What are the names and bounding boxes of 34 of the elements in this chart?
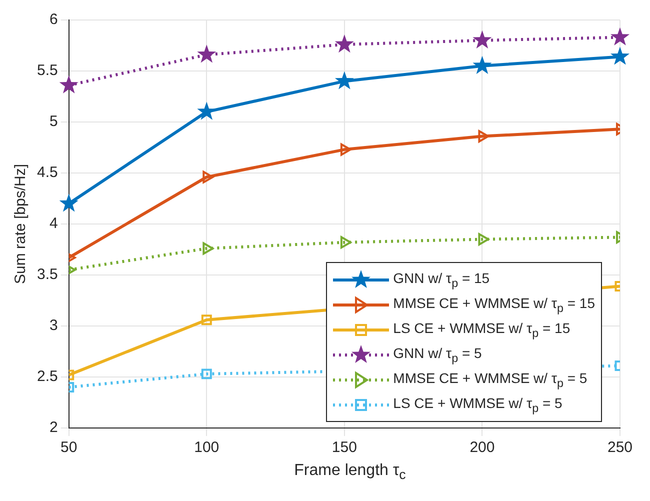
x-tick-label: 50: [60, 439, 78, 456]
point: [334, 34, 354, 53]
legend-label: GNN w/ τ$_{p}$ = 5: [393, 344, 482, 365]
legend-label: GNN w/ τ$_{p}$ = 15: [393, 270, 490, 290]
point: [202, 170, 214, 184]
y-tick-label: 4: [50, 215, 58, 232]
y-tick-label: 5.5: [36, 62, 58, 80]
legend-label: MMSE CE + WMMSE w/ τ$_{p}$ = 5: [393, 370, 588, 390]
point: [610, 46, 630, 65]
point: [340, 143, 352, 156]
point: [197, 102, 216, 120]
x-tick-label: 250: [607, 439, 633, 456]
point: [334, 71, 354, 90]
y-tick-label: 2.5: [36, 368, 58, 386]
x-tick-label: 100: [194, 439, 220, 456]
y-tick-label: 5: [50, 113, 58, 130]
y-tick-label: 6: [50, 11, 58, 28]
point: [197, 44, 216, 63]
point: [340, 236, 352, 249]
y-tick-label: 2: [50, 419, 58, 436]
legend-label: LS CE + WMMSE w/ τ$_{p}$ = 15: [393, 320, 570, 340]
x-tick-label: 150: [332, 439, 357, 456]
point: [202, 242, 214, 255]
point: [472, 56, 492, 74]
y-axis-title: Sum rate [bps/Hz]: [12, 164, 30, 284]
y-tick-label: 3: [50, 317, 58, 334]
x-tick-label: 200: [470, 439, 495, 456]
y-tick-label: 4.5: [36, 164, 58, 182]
point: [610, 27, 630, 46]
legend-label: MMSE CE + WMMSE w/ τ$_{p}$ = 15: [393, 294, 595, 315]
x-axis-title: Frame length τ$_{c}$: [293, 462, 407, 482]
point: [472, 30, 492, 48]
y-tick-label: 3.5: [36, 266, 58, 284]
legend-label: LS CE + WMMSE w/ τ$_{p}$ = 5: [393, 394, 562, 415]
